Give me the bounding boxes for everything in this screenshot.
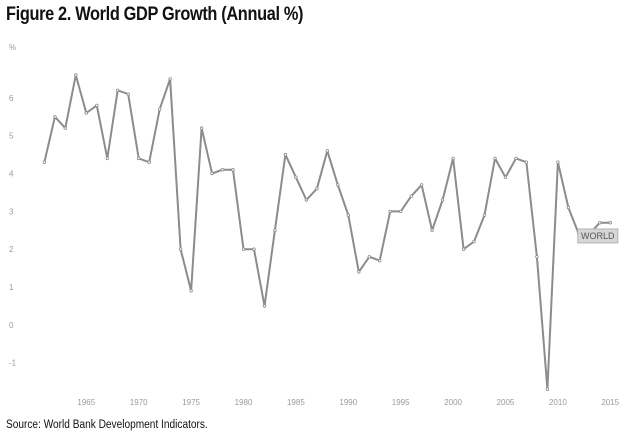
- x-tick-label: 1970: [130, 398, 148, 407]
- data-point: [210, 171, 214, 176]
- x-tick-label: 2010: [549, 398, 567, 407]
- data-point: [608, 220, 612, 225]
- data-point: [399, 209, 403, 214]
- data-point: [63, 126, 67, 130]
- data-point: [461, 247, 466, 251]
- x-tick-label: 1985: [287, 398, 305, 407]
- data-point: [178, 247, 183, 251]
- data-point: [367, 255, 371, 259]
- x-tick-label: 2005: [497, 398, 515, 407]
- x-tick-label: 1965: [77, 398, 95, 407]
- x-tick-label: 1980: [235, 398, 253, 407]
- data-point: [241, 247, 246, 251]
- data-point: [388, 209, 392, 214]
- series-label-box: [577, 228, 619, 244]
- y-tick-label: 1: [9, 283, 14, 292]
- data-point: [419, 183, 424, 187]
- annotation-layer: WORLD: [577, 228, 619, 244]
- data-point: [304, 198, 309, 202]
- data-point: [252, 247, 256, 251]
- data-point: [147, 160, 151, 164]
- data-point: [535, 255, 539, 259]
- y-tick-label: -1: [9, 359, 17, 368]
- data-point: [472, 239, 476, 244]
- data-point: [493, 156, 497, 161]
- y-axis-label: %: [9, 43, 16, 52]
- series-line-world: [43, 74, 611, 391]
- data-point: [294, 175, 298, 179]
- data-point: [514, 156, 518, 161]
- x-tick-label: 2000: [444, 398, 462, 407]
- data-point: [325, 149, 329, 153]
- data-point: [189, 289, 193, 293]
- data-point: [336, 183, 340, 187]
- x-tick-label: 1975: [182, 398, 200, 407]
- data-point: [74, 73, 78, 77]
- data-point: [566, 205, 571, 210]
- data-point: [136, 156, 141, 161]
- x-tick-label: 1990: [339, 398, 357, 407]
- data-point: [451, 156, 455, 161]
- data-point: [409, 194, 413, 198]
- data-point: [378, 258, 382, 263]
- data-point: [199, 126, 204, 130]
- y-tick-label: 0: [9, 321, 14, 330]
- data-point: [283, 152, 288, 157]
- series-layer: [42, 73, 612, 391]
- data-point: [503, 175, 508, 179]
- figure-title: Figure 2. World GDP Growth (Annual %): [6, 4, 304, 25]
- data-point: [273, 228, 277, 232]
- data-point: [598, 220, 602, 225]
- data-point: [157, 107, 162, 111]
- data-point: [126, 92, 130, 96]
- data-point: [53, 115, 57, 119]
- series-label: WORLD: [581, 231, 615, 241]
- data-point: [346, 213, 350, 217]
- data-point: [231, 167, 235, 172]
- y-tick-label: 2: [9, 245, 14, 254]
- data-point: [262, 304, 267, 308]
- source-note: Source: World Bank Development Indicator…: [6, 419, 208, 431]
- y-tick-label: 3: [9, 207, 14, 216]
- data-point: [545, 387, 550, 391]
- x-tick-label: 2015: [601, 398, 619, 407]
- data-point: [168, 77, 172, 81]
- x-tick-label: 1995: [392, 398, 410, 407]
- data-point: [95, 103, 99, 108]
- y-tick-label: 4: [9, 170, 14, 179]
- data-point: [84, 111, 88, 115]
- data-point: [357, 270, 361, 274]
- data-point: [524, 160, 529, 164]
- x-axis: 1965 1970 1975 1980 1985 1990 1995 2000 2005 2010…: [77, 398, 619, 407]
- data-point: [220, 167, 225, 172]
- data-point: [115, 88, 120, 92]
- y-tick-label: 5: [9, 132, 14, 141]
- y-tick-label: 6: [9, 94, 14, 103]
- y-axis: % -1 0 1 2 3 4 5 6: [9, 43, 17, 368]
- data-point: [430, 228, 434, 232]
- data-point: [315, 186, 319, 191]
- data-point: [42, 160, 47, 164]
- data-point: [105, 156, 109, 161]
- data-point: [556, 160, 560, 164]
- data-point: [482, 213, 487, 217]
- data-point: [440, 198, 445, 202]
